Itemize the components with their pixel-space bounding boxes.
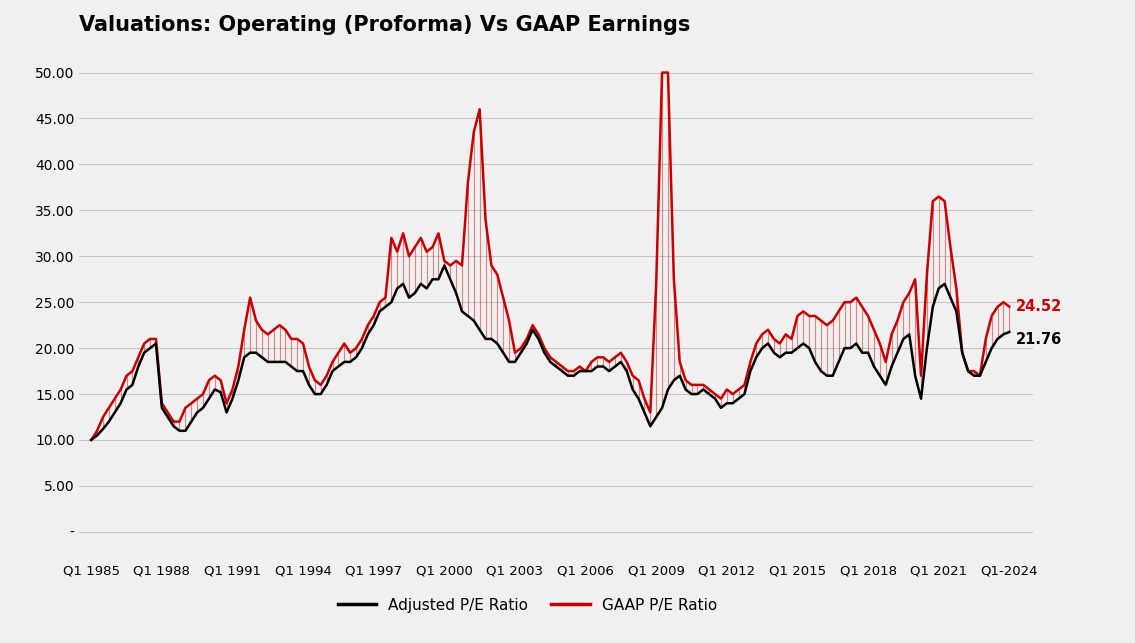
Text: 24.52: 24.52 [1016,299,1062,314]
Text: Valuations: Operating (Proforma) Vs GAAP Earnings: Valuations: Operating (Proforma) Vs GAAP… [79,15,691,35]
Text: 21.76: 21.76 [1016,332,1062,347]
Legend: Adjusted P/E Ratio, GAAP P/E Ratio: Adjusted P/E Ratio, GAAP P/E Ratio [331,592,723,619]
